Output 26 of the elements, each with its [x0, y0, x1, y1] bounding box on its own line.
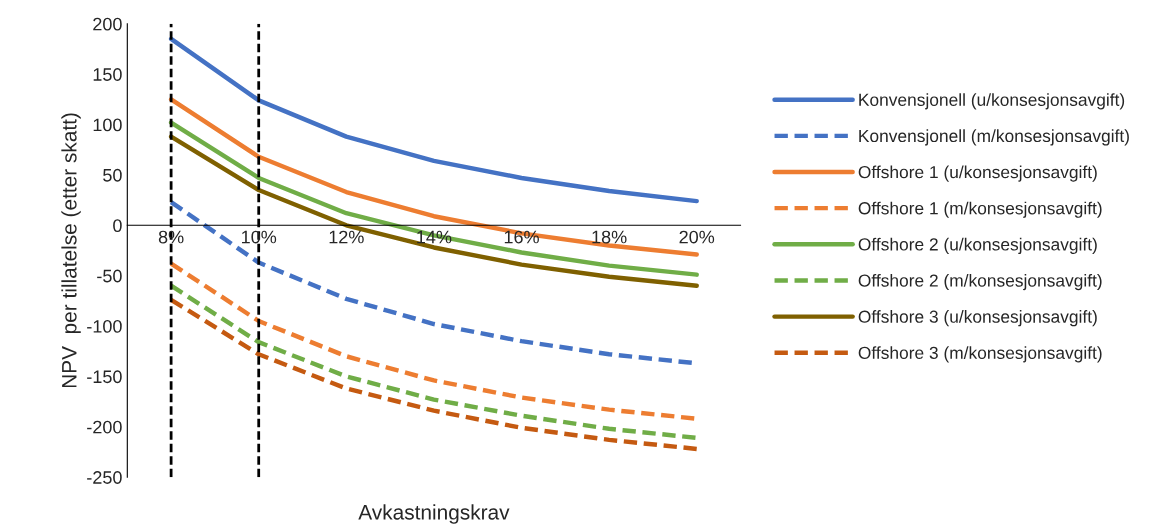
- y-axis-title: NPV per tillatelse (etter skatt): [61, 113, 81, 388]
- y-tick-label: 150: [93, 68, 122, 81]
- y-tick-label: 50: [103, 168, 122, 182]
- y-tick-label: -150: [87, 370, 122, 384]
- x-axis-title: Avkastningskrav: [358, 504, 510, 524]
- y-tick-label: -200: [87, 420, 122, 434]
- y-tick-label: 100: [93, 118, 122, 132]
- legend-label: Offshore 3 (m/konsesjonsavgift): [858, 346, 1102, 363]
- legend-label: Offshore 1 (u/konsesjonsavgift): [858, 165, 1097, 182]
- legend-label: Offshore 1 (m/konsesjonsavgift): [858, 201, 1102, 218]
- y-tick-label: 0: [113, 219, 122, 233]
- legend-label: Konvensjonell (u/konsesjonsavgift): [859, 93, 1125, 110]
- x-tick-label: 12%: [329, 230, 364, 244]
- y-tick-label: -100: [87, 319, 122, 333]
- x-tick-label: 20%: [679, 230, 715, 244]
- legend-label: Offshore 2 (u/konsesjonsavgift): [858, 237, 1097, 254]
- legend-label: Offshore 3 (u/konsesjonsavgift): [858, 310, 1097, 327]
- y-tick-label: 200: [93, 17, 122, 31]
- line-series: [168, 36, 699, 204]
- x-tick-label: 10%: [242, 230, 277, 244]
- x-tick-label: 8%: [158, 230, 184, 244]
- legend-label: Offshore 2 (m/konsesjonsavgift): [858, 273, 1102, 291]
- y-tick-label: -50: [97, 269, 122, 283]
- x-tick-label: 18%: [592, 230, 627, 244]
- legend-label: Konvensjonell (m/konsesjonsavgift): [859, 129, 1129, 146]
- y-tick-label: -250: [87, 471, 122, 484]
